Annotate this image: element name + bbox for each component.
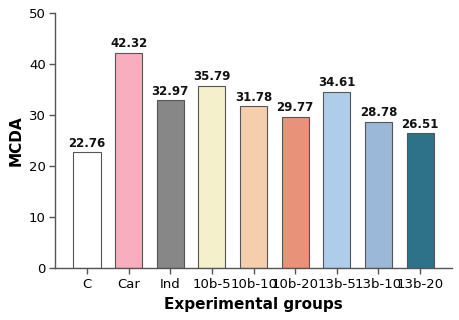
Bar <box>406 133 433 268</box>
X-axis label: Experimental groups: Experimental groups <box>164 297 342 312</box>
Text: 29.77: 29.77 <box>276 101 313 114</box>
Bar <box>73 152 101 268</box>
Text: 42.32: 42.32 <box>110 37 147 50</box>
Text: 32.97: 32.97 <box>151 85 189 98</box>
Text: 34.61: 34.61 <box>318 76 355 89</box>
Bar <box>115 52 142 268</box>
Text: 26.51: 26.51 <box>401 118 438 131</box>
Text: 28.78: 28.78 <box>359 106 396 119</box>
Text: 31.78: 31.78 <box>235 91 272 104</box>
Text: 35.79: 35.79 <box>193 70 230 83</box>
Bar <box>157 100 184 268</box>
Bar <box>281 116 308 268</box>
Bar <box>240 106 267 268</box>
Bar <box>323 92 350 268</box>
Bar <box>364 122 391 268</box>
Y-axis label: MCDA: MCDA <box>8 116 23 166</box>
Text: 22.76: 22.76 <box>68 137 106 150</box>
Bar <box>198 86 225 268</box>
